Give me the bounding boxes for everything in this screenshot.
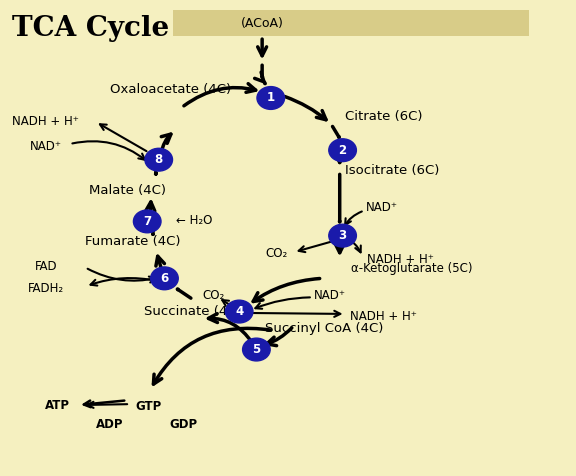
Text: 4: 4: [235, 305, 243, 318]
Text: GDP: GDP: [169, 417, 198, 431]
Circle shape: [242, 338, 270, 361]
Circle shape: [225, 300, 253, 323]
Circle shape: [329, 224, 357, 247]
Text: TCA Cycle: TCA Cycle: [12, 15, 169, 42]
Text: 8: 8: [154, 153, 163, 166]
Text: 6: 6: [160, 272, 169, 285]
Text: ← H₂O: ← H₂O: [176, 214, 213, 227]
Text: Oxaloacetate (4C): Oxaloacetate (4C): [109, 83, 231, 96]
Text: NAD⁺: NAD⁺: [314, 289, 346, 302]
FancyBboxPatch shape: [173, 10, 529, 36]
Circle shape: [151, 267, 178, 290]
Text: Fumarate (4C): Fumarate (4C): [85, 235, 181, 248]
Circle shape: [134, 210, 161, 233]
Circle shape: [257, 87, 285, 109]
Text: ATP: ATP: [44, 398, 70, 412]
Text: NAD⁺: NAD⁺: [29, 140, 62, 153]
Text: NADH + H⁺: NADH + H⁺: [12, 115, 79, 128]
Text: 3: 3: [339, 229, 347, 242]
Text: (ACoA): (ACoA): [241, 17, 283, 30]
Text: 5: 5: [252, 343, 260, 356]
Text: NADH + H⁺: NADH + H⁺: [367, 253, 434, 266]
Text: ADP: ADP: [96, 417, 124, 431]
Circle shape: [329, 139, 357, 161]
Text: Succinyl CoA (4C): Succinyl CoA (4C): [265, 322, 384, 335]
Text: NADH + H⁺: NADH + H⁺: [350, 310, 417, 323]
Circle shape: [145, 149, 172, 171]
Text: 1: 1: [267, 91, 275, 105]
Text: Malate (4C): Malate (4C): [89, 184, 166, 197]
Text: Isocitrate (6C): Isocitrate (6C): [346, 164, 440, 177]
Text: NAD⁺: NAD⁺: [366, 201, 397, 214]
Text: FAD: FAD: [35, 260, 58, 273]
Text: FADH₂: FADH₂: [28, 282, 65, 295]
Text: 2: 2: [339, 144, 347, 157]
Text: Citrate (6C): Citrate (6C): [346, 110, 423, 123]
Text: α-Ketoglutarate (5C): α-Ketoglutarate (5C): [351, 262, 473, 275]
Text: GTP: GTP: [136, 400, 162, 413]
Text: CO₂: CO₂: [266, 247, 288, 260]
Text: CO₂: CO₂: [203, 289, 225, 302]
Text: Succinate (4C): Succinate (4C): [145, 306, 242, 318]
Text: 7: 7: [143, 215, 151, 228]
